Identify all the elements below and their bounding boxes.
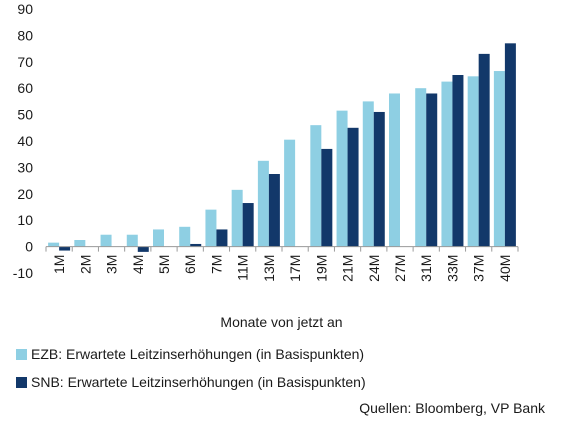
- x-tick-label: 40M: [497, 255, 513, 282]
- x-tick-label: 27M: [392, 255, 408, 282]
- bar-ezb: [126, 234, 138, 247]
- legend-label-ezb: EZB: Erwartete Leitzinserhöhungen (in Ba…: [31, 346, 365, 362]
- x-tick-label: 31M: [418, 255, 434, 282]
- y-tick-label: 40: [17, 133, 33, 149]
- legend-label-snb: SNB: Erwartete Leitzinserhöhungen (in Ba…: [31, 374, 366, 390]
- bar-ezb: [74, 240, 86, 247]
- x-tick-label: 13M: [261, 255, 277, 282]
- x-tick-label: 6M: [182, 255, 198, 274]
- x-tick-label: 1M: [51, 255, 67, 274]
- bar-ezb: [100, 234, 112, 247]
- bar-ezb: [362, 101, 374, 247]
- bar-snb: [59, 246, 71, 251]
- y-tick-label: 10: [17, 212, 33, 228]
- y-tick-label: -10: [13, 265, 33, 281]
- x-tick-label: 2M: [77, 255, 93, 274]
- x-tick-label: 33M: [444, 255, 460, 282]
- bar-ezb: [231, 189, 243, 247]
- y-tick-label: 70: [17, 54, 33, 70]
- bar-snb: [426, 93, 438, 247]
- x-tick-label: 4M: [130, 255, 146, 274]
- y-tick-label: 50: [17, 107, 33, 123]
- bar-ezb: [415, 88, 427, 247]
- bar-snb: [321, 148, 333, 247]
- y-tick-label: 80: [17, 27, 33, 43]
- source-note: Quellen: Bloomberg, VP Bank: [359, 400, 545, 416]
- bar-snb: [242, 203, 254, 247]
- legend-item-ezb: EZB: Erwartete Leitzinserhöhungen (in Ba…: [16, 346, 364, 362]
- bar-chart: -10 0 10 20 30 40 50 60 70 80 90 1M 2M 3M 4M 5M 6M 7M 11M 1…: [13, 1, 519, 282]
- x-tick-label: 37M: [471, 255, 487, 282]
- y-tick-label: 90: [17, 1, 33, 17]
- y-tick-label: 20: [17, 186, 33, 202]
- x-tick-label: 5M: [156, 255, 172, 274]
- bar-ezb: [205, 209, 217, 247]
- legend-item-snb: SNB: Erwartete Leitzinserhöhungen (in Ba…: [16, 374, 366, 390]
- bar-snb: [478, 53, 490, 247]
- bar-ezb: [179, 226, 191, 247]
- bar-ezb: [336, 110, 348, 247]
- bar-ezb: [441, 81, 453, 247]
- bar-snb: [190, 243, 202, 247]
- bar-snb: [347, 127, 359, 247]
- bar-ezb: [493, 71, 505, 247]
- x-tick-label: 24M: [366, 255, 382, 282]
- y-tick-label: 30: [17, 159, 33, 175]
- bar-snb: [216, 229, 228, 247]
- x-tick-label: 19M: [313, 255, 329, 282]
- bar-ezb: [153, 229, 164, 247]
- bar-snb: [137, 246, 149, 252]
- x-tick-label: 17M: [287, 255, 303, 282]
- x-tick-label: 11M: [235, 255, 251, 281]
- bar-ezb: [257, 160, 269, 247]
- bar-snb: [268, 174, 280, 247]
- y-tick-label: 0: [25, 239, 33, 255]
- y-tick-label: 60: [17, 80, 33, 96]
- x-tick-label: 21M: [340, 255, 356, 282]
- legend-swatch-snb: [16, 376, 27, 388]
- bar-ezb: [310, 125, 322, 247]
- bar-snb: [452, 75, 464, 247]
- bar-ezb: [284, 139, 296, 247]
- bar-snb: [373, 111, 385, 247]
- bar-snb: [504, 43, 516, 247]
- x-tick-label: 7M: [208, 255, 224, 274]
- bar-ezb: [48, 242, 60, 247]
- legend-swatch-ezb: [16, 348, 27, 360]
- x-axis-title: Monate von jetzt an: [220, 314, 343, 330]
- x-tick-label: 3M: [104, 255, 120, 274]
- bar-ezb: [467, 76, 479, 247]
- bar-ezb: [389, 93, 400, 247]
